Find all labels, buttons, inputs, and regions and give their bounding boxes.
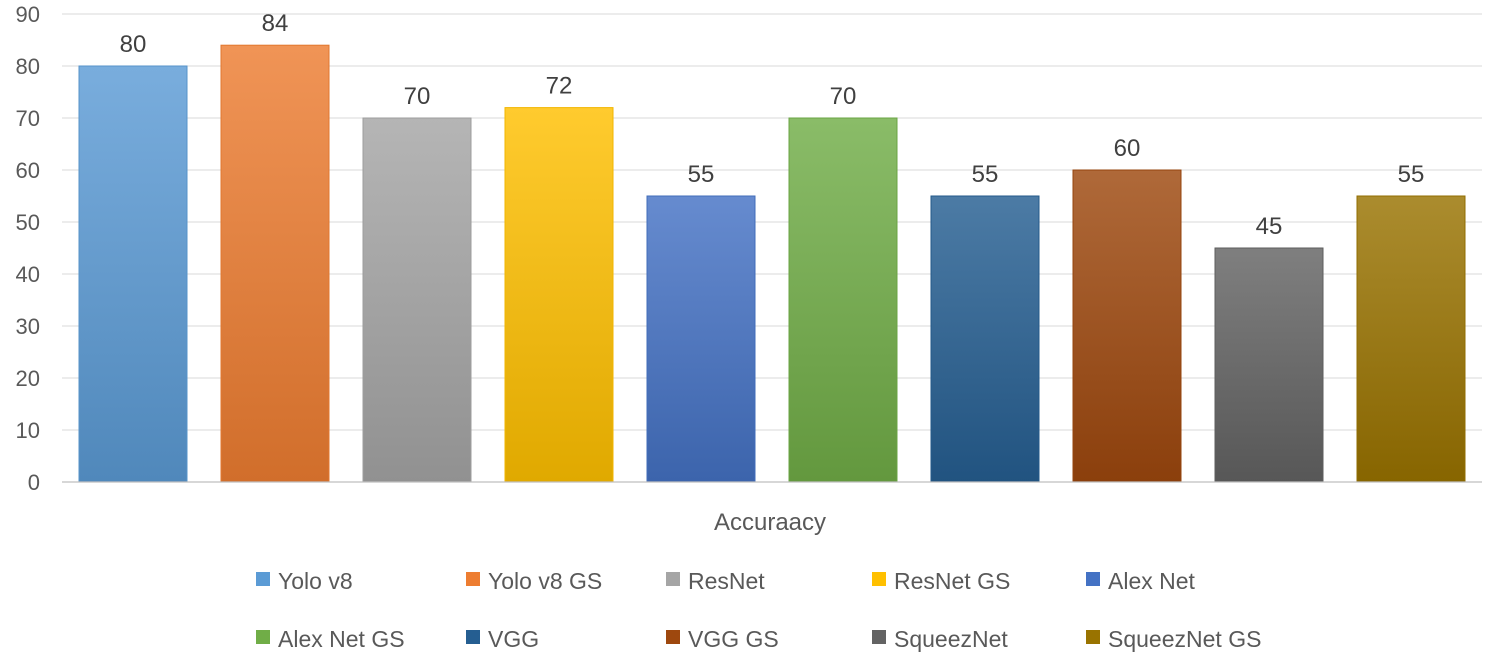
data-label: 80	[120, 31, 147, 58]
data-labels: 80 84 70 72 55 70 55 60 45 55	[120, 10, 1425, 240]
y-tick-label: 30	[16, 314, 40, 339]
legend-label: SqueezNet GS	[1108, 626, 1261, 652]
bar-vgg	[930, 195, 1040, 483]
bar-vgg-gs	[1072, 169, 1182, 483]
legend-swatch	[666, 572, 680, 586]
legend-label: Alex Net GS	[278, 626, 405, 652]
y-tick-label: 50	[16, 210, 40, 235]
y-tick-label: 90	[16, 2, 40, 27]
data-label: 55	[688, 161, 715, 188]
legend-item: Alex Net GS	[256, 626, 405, 652]
legend-label: VGG	[488, 626, 539, 652]
data-label: 72	[546, 73, 573, 100]
legend-item: SqueezNet GS	[1086, 626, 1261, 652]
data-label: 70	[830, 83, 857, 110]
bar-squeeznet	[1214, 247, 1324, 483]
legend-swatch	[872, 630, 886, 644]
legend-label: ResNet	[688, 568, 765, 594]
y-tick-label: 40	[16, 262, 40, 287]
y-tick-label: 70	[16, 106, 40, 131]
legend-label: Yolo v8	[278, 568, 353, 594]
data-label: 84	[262, 10, 289, 37]
legend-item: Yolo v8 GS	[466, 568, 602, 594]
bars	[78, 44, 1466, 483]
legend-label: ResNet GS	[894, 568, 1010, 594]
data-label: 45	[1256, 213, 1283, 240]
legend-label: Yolo v8 GS	[488, 568, 602, 594]
y-tick-label: 10	[16, 418, 40, 443]
legend-swatch	[466, 630, 480, 644]
legend-label: SqueezNet	[894, 626, 1008, 652]
bar-yolo-v8-gs	[220, 44, 330, 483]
bar-resnet-gs	[504, 107, 614, 483]
legend-item: Yolo v8	[256, 568, 353, 594]
legend-item: SqueezNet	[872, 626, 1008, 652]
bar-resnet	[362, 117, 472, 483]
data-label: 70	[404, 83, 431, 110]
legend-swatch	[1086, 572, 1100, 586]
legend-item: ResNet	[666, 568, 765, 594]
y-tick-label: 20	[16, 366, 40, 391]
legend-swatch	[466, 572, 480, 586]
legend-label: Alex Net	[1108, 568, 1196, 594]
y-axis-ticks: 0 10 20 30 40 50 60 70 80 90	[16, 2, 40, 495]
legend-swatch	[666, 630, 680, 644]
legend-swatch	[256, 630, 270, 644]
bar-squeeznet-gs	[1356, 195, 1466, 483]
legend-item: VGG GS	[666, 626, 779, 652]
bar-yolo-v8	[78, 65, 188, 483]
legend-swatch	[872, 572, 886, 586]
legend-item: ResNet GS	[872, 568, 1010, 594]
legend-item: VGG	[466, 626, 539, 652]
y-tick-label: 60	[16, 158, 40, 183]
y-tick-label: 0	[28, 470, 40, 495]
legend-swatch	[256, 572, 270, 586]
bar-alex-net-gs	[788, 117, 898, 483]
bar-alex-net	[646, 195, 756, 483]
legend: Yolo v8 Yolo v8 GS ResNet ResNet GS Alex Net…	[256, 568, 1261, 652]
data-label: 55	[972, 161, 999, 188]
legend-swatch	[1086, 630, 1100, 644]
y-tick-label: 80	[16, 54, 40, 79]
data-label: 60	[1114, 135, 1141, 162]
legend-label: VGG GS	[688, 626, 779, 652]
data-label: 55	[1398, 161, 1425, 188]
legend-item: Alex Net	[1086, 568, 1196, 594]
x-axis-label: Accuraacy	[714, 509, 826, 536]
